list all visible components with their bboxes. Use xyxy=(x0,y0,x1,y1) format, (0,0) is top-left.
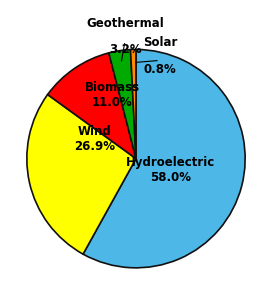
Text: Solar: Solar xyxy=(143,37,177,50)
Text: 3.2%: 3.2% xyxy=(109,43,141,56)
Text: 0.8%: 0.8% xyxy=(144,63,177,76)
Text: Wind
26.9%: Wind 26.9% xyxy=(74,125,115,153)
Wedge shape xyxy=(48,53,136,159)
Text: Biomass
11.0%: Biomass 11.0% xyxy=(84,81,140,109)
Wedge shape xyxy=(131,50,136,159)
Wedge shape xyxy=(27,95,136,254)
Text: Geothermal: Geothermal xyxy=(86,17,164,30)
Text: Hydroelectric
58.0%: Hydroelectric 58.0% xyxy=(126,155,216,184)
Wedge shape xyxy=(83,50,245,268)
Wedge shape xyxy=(109,50,136,159)
